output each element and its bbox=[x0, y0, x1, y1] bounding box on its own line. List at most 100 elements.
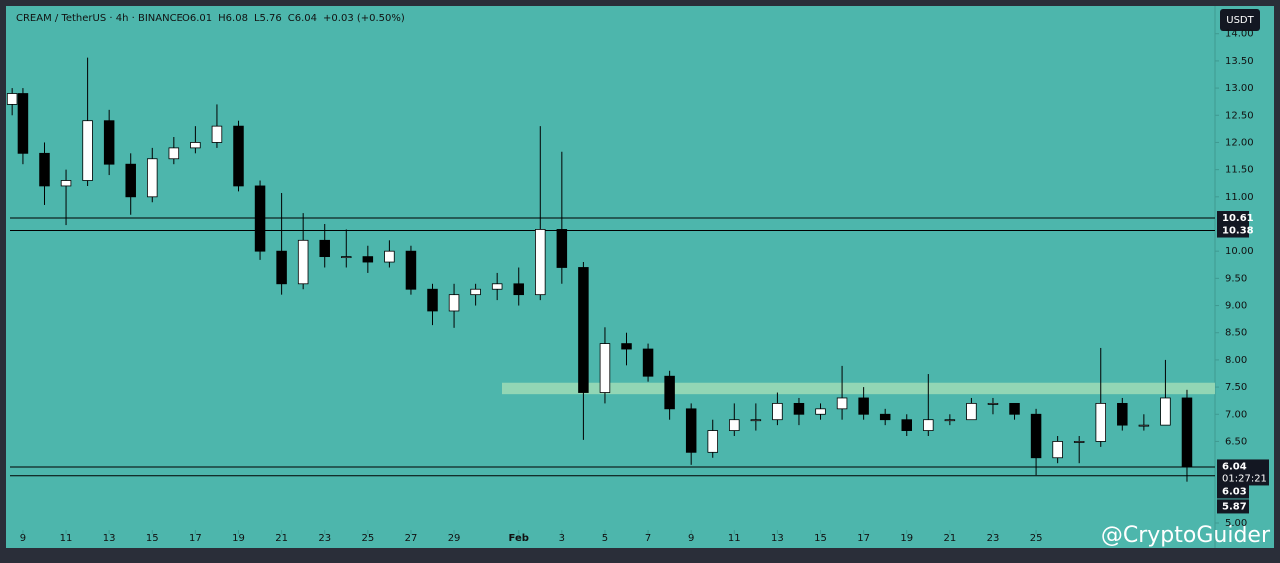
price-box bbox=[1217, 499, 1249, 514]
y-tick-label: 7.50 bbox=[1225, 382, 1247, 393]
symbol: CREAM / TetherUS · 4h · BINANCE bbox=[16, 13, 183, 24]
x-tick-label: 19 bbox=[232, 533, 245, 544]
candle-body bbox=[427, 288, 438, 312]
x-tick-label: 21 bbox=[943, 533, 956, 544]
candle-body bbox=[82, 120, 93, 181]
candle-body bbox=[147, 158, 158, 198]
price-box bbox=[1217, 484, 1249, 499]
candle-body bbox=[987, 402, 999, 405]
zone bbox=[502, 382, 1215, 395]
candle-body bbox=[491, 283, 503, 290]
y-tick-label: 9.50 bbox=[1225, 273, 1247, 284]
candle-body bbox=[1095, 402, 1107, 442]
plot bbox=[6, 57, 1215, 482]
candle-body bbox=[879, 413, 891, 421]
x-tick-label: 9 bbox=[688, 533, 694, 544]
candle-body bbox=[772, 402, 783, 421]
candle-body bbox=[793, 402, 805, 415]
candle-body bbox=[923, 419, 934, 431]
candle-body bbox=[448, 294, 460, 312]
x-tick-label: 25 bbox=[1030, 533, 1043, 544]
candle-body bbox=[1117, 402, 1128, 426]
candle-body bbox=[405, 250, 417, 290]
price-label: 10.61 bbox=[1222, 213, 1254, 224]
y-tick-label: 13.00 bbox=[1225, 83, 1254, 94]
candle-body bbox=[470, 288, 481, 296]
y-tick-label: 6.50 bbox=[1225, 436, 1247, 447]
candle-body bbox=[729, 419, 740, 431]
candle-body bbox=[685, 408, 697, 453]
y-tick-label: 8.00 bbox=[1225, 355, 1247, 366]
y-tick-label: 5.00 bbox=[1225, 518, 1247, 529]
candle-body bbox=[254, 185, 266, 252]
candle-body bbox=[103, 120, 115, 165]
candle-body bbox=[664, 375, 675, 410]
x-tick-label: 13 bbox=[771, 533, 784, 544]
price-label: 10.38 bbox=[1222, 226, 1254, 237]
price-box bbox=[1217, 223, 1249, 238]
ohlc-value: L5.76 bbox=[254, 13, 282, 24]
candle-body bbox=[6, 93, 18, 105]
candle-body bbox=[836, 397, 848, 410]
candle-body bbox=[815, 408, 826, 415]
candle-body bbox=[60, 180, 72, 187]
price-box bbox=[1217, 211, 1249, 226]
y-tick-label: 11.50 bbox=[1225, 165, 1254, 176]
ohlc-value: H6.08 bbox=[218, 13, 248, 24]
candle-body bbox=[858, 397, 869, 415]
currency[interactable]: USDT bbox=[1226, 15, 1254, 26]
candle-body bbox=[944, 419, 956, 422]
x-tick-label: 19 bbox=[900, 533, 913, 544]
x-tick-label: 21 bbox=[275, 533, 288, 544]
candle-body bbox=[1052, 441, 1063, 459]
x-tick-label: 17 bbox=[189, 533, 202, 544]
candle-body bbox=[621, 343, 632, 350]
y-tick-label: 10.00 bbox=[1225, 246, 1254, 257]
y-tick-label: 8.50 bbox=[1225, 328, 1247, 339]
candle-body bbox=[211, 125, 223, 143]
candle-body bbox=[384, 250, 395, 263]
y-tick-label: 13.50 bbox=[1225, 56, 1254, 67]
x-tick-label: 9 bbox=[20, 533, 26, 544]
y-tick-label: 12.50 bbox=[1225, 110, 1254, 121]
ohlc-value: +0.03 (+0.50%) bbox=[323, 13, 405, 24]
x-tick-label: 11 bbox=[60, 533, 73, 544]
countdown: 01:27:21 bbox=[1222, 473, 1267, 484]
candle-body bbox=[750, 419, 762, 422]
candle-body bbox=[556, 229, 568, 268]
x-tick-label: 25 bbox=[361, 533, 374, 544]
y-tick-label: 7.00 bbox=[1225, 409, 1247, 420]
candle-body bbox=[966, 402, 977, 421]
candle-body bbox=[276, 250, 287, 285]
y-tick-label: 9.00 bbox=[1225, 301, 1247, 312]
watermark: @CryptoGuider bbox=[1101, 523, 1271, 548]
candle-body bbox=[190, 142, 201, 149]
ohlc-value: O6.01 bbox=[182, 13, 212, 24]
ohlc-value: C6.04 bbox=[288, 13, 317, 24]
candle-body bbox=[1160, 397, 1171, 426]
candle-body bbox=[341, 256, 352, 259]
candle-body bbox=[39, 152, 50, 187]
y-tick-label: 14.00 bbox=[1225, 29, 1254, 40]
candle-body bbox=[599, 343, 611, 393]
candle-body bbox=[535, 229, 546, 296]
candle-body bbox=[513, 283, 524, 296]
candle-body bbox=[125, 163, 136, 198]
x-tick-label: 15 bbox=[146, 533, 159, 544]
currency-button[interactable] bbox=[1220, 9, 1260, 31]
candle-body bbox=[168, 147, 180, 160]
x-tick-label: 11 bbox=[728, 533, 741, 544]
candle-body bbox=[233, 125, 244, 187]
candle-body bbox=[297, 239, 309, 285]
candle-body bbox=[901, 419, 912, 431]
last-price: 6.04 bbox=[1222, 461, 1247, 472]
candle-body bbox=[642, 348, 654, 377]
x-tick-label: Feb bbox=[509, 533, 529, 544]
x-tick-label: 23 bbox=[987, 533, 1000, 544]
x-tick-label: 13 bbox=[103, 533, 116, 544]
candle-body bbox=[1009, 402, 1020, 415]
x-tick-label: 7 bbox=[645, 533, 651, 544]
x-tick-label: 17 bbox=[857, 533, 870, 544]
